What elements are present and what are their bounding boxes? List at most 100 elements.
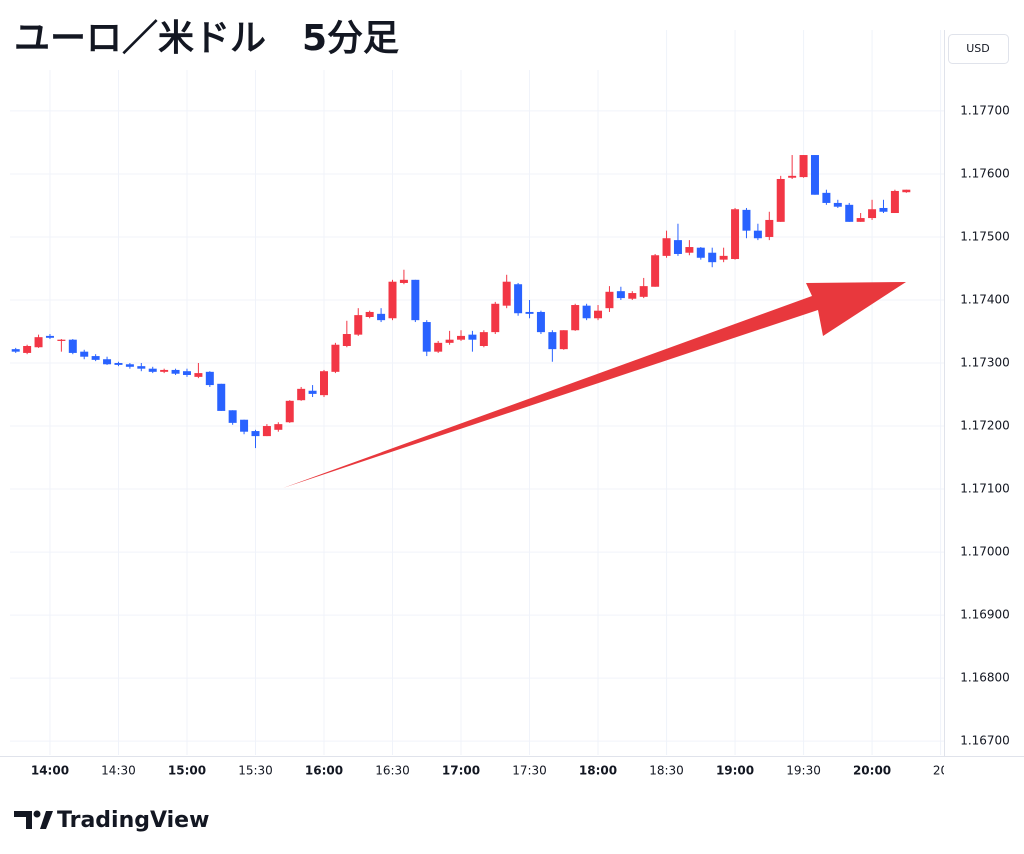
candle-body	[68, 339, 77, 353]
candle-body	[845, 204, 854, 222]
candle-body	[445, 339, 454, 343]
candle-body	[411, 279, 420, 321]
candle-body	[308, 390, 317, 394]
x-tick-label: 16:00	[305, 764, 343, 778]
x-tick-label: 20:00	[853, 764, 891, 778]
candle-body	[217, 383, 226, 411]
candle-body	[571, 305, 580, 331]
candle-body	[639, 286, 648, 297]
candle-body	[262, 426, 271, 437]
candle-body	[719, 255, 728, 260]
logo-text: TradingView	[57, 808, 209, 833]
candle-body	[742, 209, 751, 231]
grid	[10, 30, 944, 755]
candle-body	[776, 178, 785, 222]
candle-body	[137, 366, 146, 369]
candle-body	[673, 240, 682, 254]
candle-body	[57, 339, 66, 341]
x-tick-label: 17:30	[512, 764, 547, 778]
y-tick-label: 1.17300	[960, 356, 1010, 370]
candle-body	[320, 371, 328, 396]
candle-body	[422, 322, 431, 352]
candle-body	[228, 410, 237, 423]
candle-body	[502, 281, 511, 306]
plot-area: 14:00 14:30 15:00 15:30 16:00 16:30 17:00 17:30…	[11, 155, 948, 778]
candle-body	[468, 334, 477, 340]
candle-body	[182, 371, 191, 375]
candle-body	[594, 310, 603, 319]
y-tick-label: 1.17000	[960, 545, 1010, 559]
candle-body	[388, 281, 397, 319]
currency-label[interactable]: USD	[966, 42, 990, 55]
candle-body	[114, 363, 123, 365]
x-tick-label: 14:30	[101, 764, 136, 778]
candle-body	[810, 155, 819, 195]
logo-mark	[14, 811, 32, 829]
candle-body	[45, 335, 54, 338]
candle-body	[365, 311, 374, 318]
candle-body	[240, 419, 249, 432]
candle-body	[879, 207, 888, 212]
x-tick-label: 16:30	[375, 764, 410, 778]
x-tick-label: 19:00	[716, 764, 754, 778]
y-tick-label: 1.17500	[960, 229, 1010, 243]
x-tick-label: 15:30	[238, 764, 273, 778]
candle-body	[399, 279, 408, 283]
candle-body	[902, 189, 911, 193]
x-tick-label: 15:00	[168, 764, 206, 778]
candle-body	[354, 315, 363, 335]
candle-body	[662, 238, 671, 256]
y-tick-label: 1.16700	[960, 734, 1010, 748]
candle-body	[34, 337, 43, 348]
y-tick-label: 1.17200	[960, 419, 1010, 433]
candle-body	[251, 431, 260, 437]
y-tick-label: 1.17600	[960, 166, 1010, 180]
candle-body	[833, 202, 842, 207]
currency-button[interactable]	[948, 34, 1009, 64]
candle-body	[80, 351, 89, 357]
candle-body	[160, 369, 169, 372]
candle-body	[890, 190, 899, 214]
title-backdrop	[0, 0, 620, 70]
candle-body	[731, 209, 740, 260]
candle-body	[788, 175, 797, 178]
candle-body	[753, 230, 762, 239]
candle-body	[536, 311, 545, 333]
candle-body	[491, 303, 500, 333]
y-tick-label: 1.17100	[960, 482, 1010, 496]
candle-body	[525, 311, 534, 314]
candle-body	[171, 369, 180, 374]
candle-body	[125, 364, 134, 367]
candle-body	[342, 334, 351, 346]
candle-body	[11, 349, 20, 352]
chart-title: ユーロ／米ドル 5分足	[14, 18, 399, 59]
candle-body	[765, 219, 774, 237]
x-tick-label: 19:30	[786, 764, 821, 778]
y-tick-label: 1.16800	[960, 671, 1010, 685]
candle-body	[457, 335, 466, 340]
logo-mark	[40, 811, 53, 829]
x-tick-label: 20	[933, 764, 948, 778]
y-tick-label: 1.17700	[960, 103, 1010, 117]
candle-body	[205, 371, 214, 386]
candle-body	[696, 247, 705, 258]
candle-body	[559, 330, 568, 350]
candle-body	[434, 342, 443, 352]
candle-body	[799, 155, 808, 178]
x-tick-label: 14:00	[31, 764, 69, 778]
candle-body	[331, 344, 340, 372]
candle-body	[605, 291, 614, 309]
candle-body	[285, 400, 294, 423]
candle-body	[91, 356, 100, 360]
candle-body	[708, 252, 717, 263]
candle-body	[297, 388, 306, 401]
y-tick-label: 1.16900	[960, 608, 1010, 622]
candle-body	[685, 247, 694, 253]
logo-mark	[33, 810, 41, 818]
candle-body	[377, 313, 386, 321]
x-tick-label: 18:00	[579, 764, 617, 778]
candle-body	[514, 284, 523, 314]
